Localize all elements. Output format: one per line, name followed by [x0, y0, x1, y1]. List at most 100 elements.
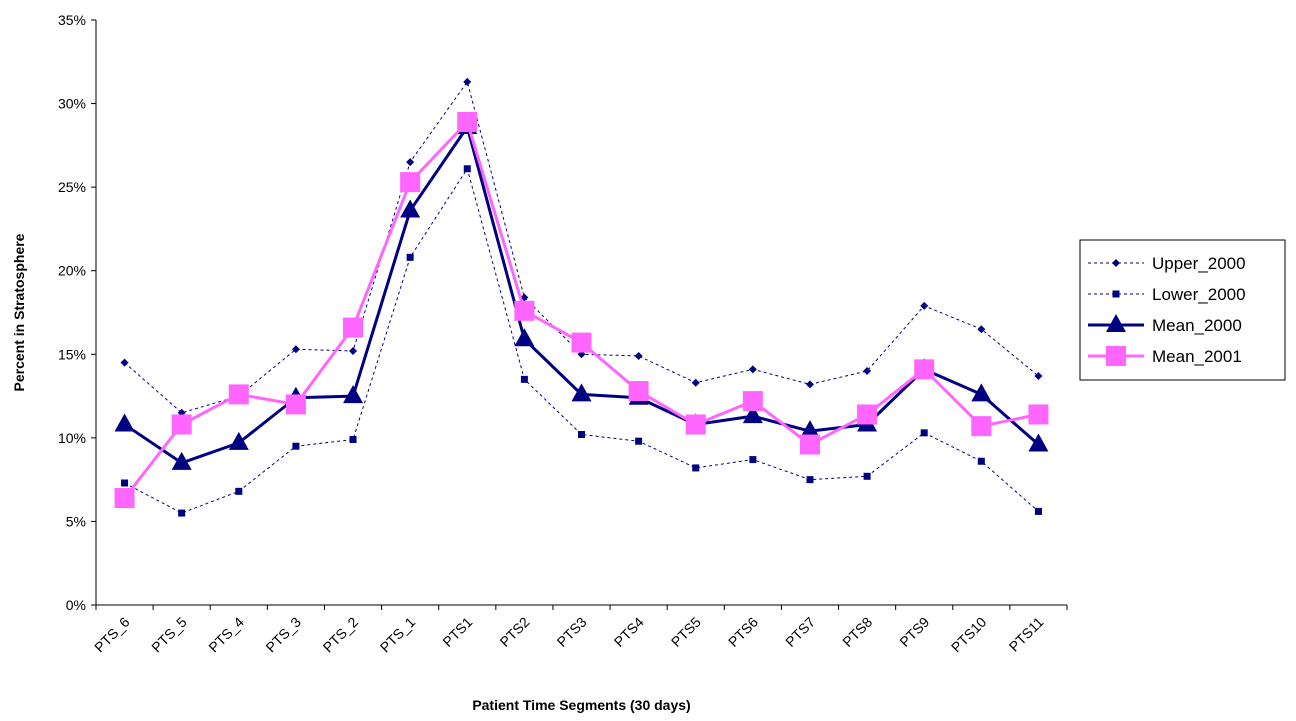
- data-point: [349, 436, 357, 444]
- data-point: [457, 111, 478, 132]
- data-point: [114, 413, 135, 432]
- legend-marker: [1106, 346, 1126, 366]
- series-mean-2001: [114, 111, 1049, 509]
- x-tick-label: PTS1: [439, 614, 475, 650]
- y-tick-label: 10%: [58, 430, 86, 446]
- data-point: [349, 346, 358, 355]
- data-point: [749, 456, 757, 464]
- data-point: [571, 383, 592, 402]
- x-tick-label: PTS_2: [320, 614, 362, 656]
- data-point: [228, 431, 249, 450]
- series-lower-2000: [121, 165, 1042, 517]
- x-tick-label: PTS_5: [148, 614, 190, 656]
- legend-item: Upper_2000: [1088, 254, 1246, 273]
- legend-marker: [1106, 314, 1126, 332]
- data-point: [920, 301, 929, 310]
- data-point: [971, 416, 992, 437]
- legend-item: Mean_2001: [1088, 346, 1242, 366]
- data-point: [292, 442, 300, 450]
- data-point: [691, 378, 700, 387]
- x-tick-label: PTS4: [611, 614, 647, 650]
- x-tick-label: PTS10: [948, 614, 990, 656]
- y-tick-label: 20%: [58, 263, 86, 279]
- data-point: [977, 457, 985, 465]
- legend: Upper_2000 Lower_2000 Mean_2000 Mean_2001: [1079, 239, 1286, 381]
- legend-marker: [1112, 290, 1120, 298]
- data-point: [748, 365, 757, 374]
- data-point: [235, 487, 243, 495]
- data-point: [857, 404, 878, 425]
- series-mean-2000: [114, 115, 1049, 470]
- data-point: [121, 479, 129, 487]
- y-tick-label: 35%: [58, 12, 86, 28]
- data-point: [120, 358, 129, 367]
- data-point: [171, 451, 192, 470]
- y-axis-ticks: 0% 5% 10% 15% 20% 25% 30% 35%: [58, 12, 96, 613]
- legend-item: Lower_2000: [1088, 285, 1246, 304]
- data-point: [1028, 433, 1049, 452]
- legend-label: Mean_2001: [1152, 347, 1242, 366]
- data-point: [920, 429, 928, 437]
- series-upper-2000: [120, 77, 1043, 417]
- legend-label: Mean_2000: [1152, 316, 1242, 335]
- data-point: [914, 359, 935, 380]
- series-line: [123, 125, 1040, 465]
- data-point: [578, 431, 585, 439]
- x-axis-title: Patient Time Segments (30 days): [472, 697, 690, 713]
- data-point: [228, 384, 249, 405]
- data-point: [806, 476, 814, 484]
- x-axis-ticks: PTS_6 PTS_5 PTS_4 PTS_3 PTS_2 PTS_1 PTS1 PTS2 PT…: [91, 605, 1068, 656]
- y-tick-label: 25%: [58, 179, 86, 195]
- data-point: [343, 385, 364, 404]
- data-point: [1028, 404, 1049, 425]
- x-tick-label: PTS_6: [91, 614, 133, 656]
- data-point: [628, 381, 649, 402]
- data-point: [285, 394, 306, 415]
- data-point: [463, 165, 471, 173]
- data-point: [863, 472, 871, 480]
- x-tick-label: PTS3: [554, 614, 590, 650]
- data-point: [742, 405, 763, 424]
- data-point: [799, 434, 820, 455]
- legend-label: Lower_2000: [1152, 285, 1246, 304]
- x-tick-label: PTS_3: [262, 614, 304, 656]
- data-point: [171, 414, 192, 435]
- data-point: [685, 414, 706, 435]
- y-tick-label: 5%: [66, 513, 86, 529]
- data-point: [1034, 372, 1043, 381]
- data-point: [114, 488, 135, 509]
- series-line: [124, 80, 1039, 414]
- data-point: [799, 420, 820, 439]
- data-point: [343, 317, 364, 338]
- data-point: [400, 172, 421, 193]
- data-point: [291, 345, 300, 354]
- y-tick-label: 0%: [66, 597, 86, 613]
- data-point: [406, 158, 415, 167]
- x-tick-label: PTS6: [725, 614, 761, 650]
- legend-item: Mean_2000: [1088, 314, 1242, 335]
- data-point: [400, 199, 421, 218]
- x-tick-label: PTS9: [896, 614, 932, 650]
- y-tick-label: 30%: [58, 96, 86, 112]
- data-point: [406, 253, 414, 261]
- data-point: [971, 383, 992, 402]
- y-tick-label: 15%: [58, 346, 86, 362]
- data-point: [520, 375, 528, 383]
- data-point: [571, 332, 592, 353]
- data-point: [635, 437, 643, 445]
- data-point: [463, 77, 472, 86]
- x-tick-label: PTS7: [782, 614, 818, 650]
- data-point: [634, 351, 643, 360]
- x-tick-label: PTS11: [1006, 614, 1047, 655]
- x-tick-label: PTS2: [496, 614, 532, 650]
- series-line: [124, 167, 1039, 514]
- x-tick-label: PTS8: [839, 614, 875, 650]
- data-point: [742, 391, 763, 412]
- data-point: [514, 300, 535, 321]
- data-point: [514, 328, 535, 347]
- legend-label: Upper_2000: [1152, 254, 1246, 273]
- data-point: [863, 367, 872, 375]
- x-tick-label: PTS_4: [205, 614, 247, 656]
- x-tick-label: PTS_1: [377, 614, 419, 656]
